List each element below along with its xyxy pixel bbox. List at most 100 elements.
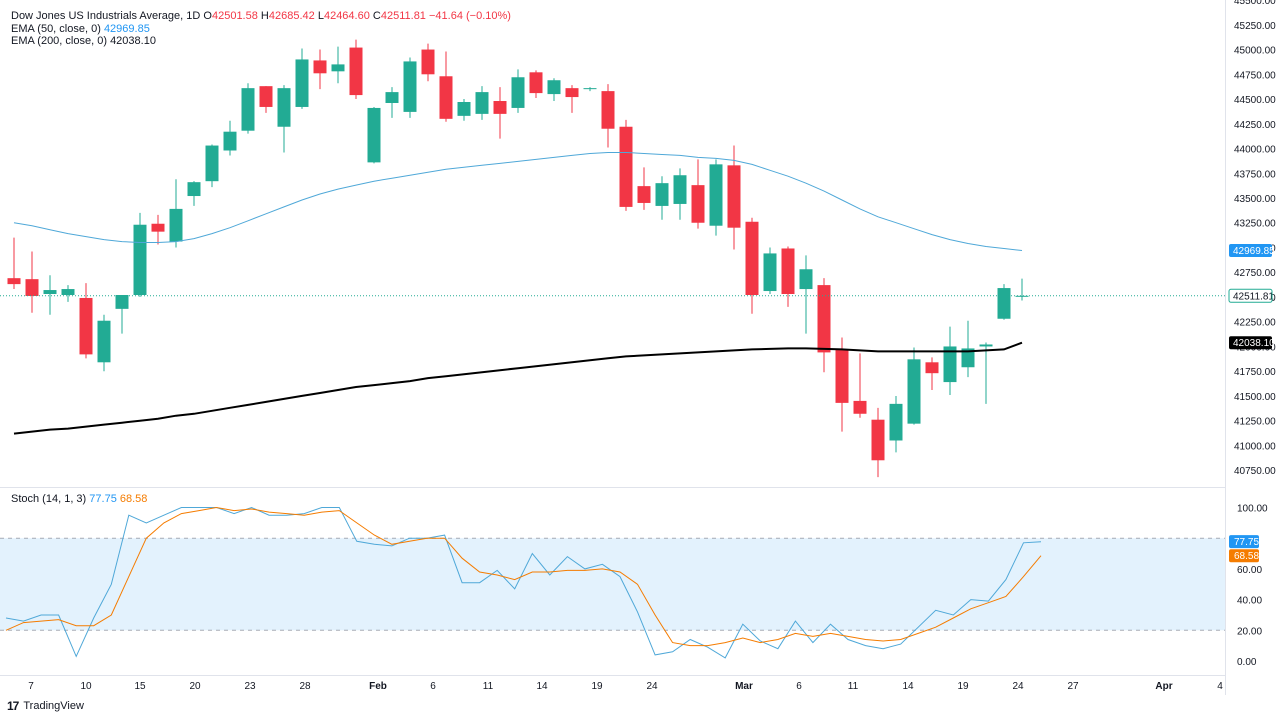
candle-body — [961, 348, 975, 368]
stoch-tick-label: 60.00 — [1237, 565, 1262, 576]
candle-body — [187, 182, 201, 197]
candle-body — [727, 165, 741, 228]
candle-body — [547, 80, 561, 95]
candle-body — [889, 403, 903, 441]
ema200-badge-bg — [1229, 336, 1272, 350]
candle-body — [7, 278, 21, 285]
tradingview-brand[interactable]: 17 TradingView — [7, 699, 84, 713]
time-tick-label: 7 — [28, 681, 34, 692]
candle-body — [61, 289, 75, 295]
candle-body — [493, 101, 507, 114]
time-tick-label: 24 — [646, 681, 658, 692]
candle-body — [457, 102, 471, 116]
time-tick-label: Feb — [369, 681, 387, 692]
time-tick-label: 24 — [1012, 681, 1024, 692]
ema50-badge-bg — [1229, 243, 1272, 257]
time-tick-label: 15 — [134, 681, 146, 692]
candle-body — [133, 224, 147, 295]
candle-body — [475, 92, 489, 114]
candle-body — [763, 253, 777, 292]
last-price-badge: 42511.81 — [1233, 291, 1274, 302]
stoch-label: Stoch (14, 1, 3) — [11, 493, 87, 505]
candle-body — [925, 362, 939, 374]
price-pane — [0, 0, 1226, 695]
candle-body — [1015, 295, 1029, 297]
high-value: 42685.42 — [268, 10, 315, 22]
price-tick-label: 45250.00 — [1234, 21, 1276, 32]
price-tick-label: 45500.00 — [1234, 0, 1276, 7]
candle-body — [835, 349, 849, 403]
ema200-label: EMA (200, close, 0) — [11, 35, 107, 47]
price-tick-label: 44500.00 — [1234, 95, 1276, 106]
main-legend: Dow Jones US Industrials Average, 1D O42… — [11, 10, 511, 23]
last-price-badge-bg — [1229, 289, 1272, 303]
stoch-tick-label: 100.00 — [1237, 504, 1268, 515]
price-tick-label: 41250.00 — [1234, 417, 1276, 428]
candle-body — [115, 294, 129, 309]
stoch-tick-label: 20.00 — [1237, 626, 1262, 637]
stochastic-pane — [0, 506, 1225, 659]
time-tick-label: 6 — [796, 681, 802, 692]
close-label: C — [372, 10, 381, 22]
price-tick-label: 41750.00 — [1234, 367, 1276, 378]
candle-body — [565, 88, 579, 98]
candle-body — [709, 164, 723, 226]
stoch-legend: Stoch (14, 1, 3) 77.75 68.58 — [11, 493, 147, 506]
candle-body — [673, 175, 687, 204]
price-axis: 40750.00 41000.00 41250.00 41500.00 41750.00… — [1228, 0, 1276, 668]
ema200-line — [13, 341, 1023, 435]
price-tick-label: 43750.00 — [1234, 169, 1276, 180]
stoch-d-line — [5, 506, 1042, 647]
candle-body — [691, 185, 705, 223]
candle-body — [799, 269, 813, 290]
ema50-legend: EMA (50, close, 0) 42969.85 — [11, 23, 150, 36]
ema200-legend: EMA (200, close, 0) 42038.10 — [11, 35, 156, 48]
ema50-value: 42969.85 — [103, 23, 150, 35]
candle-body — [637, 186, 651, 203]
candle-body — [421, 49, 435, 75]
candle-body — [313, 60, 327, 74]
low-label: L — [317, 10, 324, 22]
price-tick-label: 40750.00 — [1234, 466, 1276, 477]
time-tick-label: 6 — [430, 681, 436, 692]
candle-body — [223, 131, 237, 151]
symbol-title: Dow Jones US Industrials Average, 1D — [11, 10, 201, 22]
time-tick-label: 14 — [536, 681, 548, 692]
ema200-value: 42038.10 — [110, 35, 156, 47]
candle-body — [295, 59, 309, 107]
stoch-k-value: 77.75 — [89, 493, 117, 505]
price-tick-label: 44000.00 — [1234, 145, 1276, 156]
candle-body — [745, 221, 759, 295]
candle-body — [619, 126, 633, 207]
time-tick-label: 28 — [299, 681, 311, 692]
time-tick-label: 19 — [957, 681, 969, 692]
stoch-band — [0, 538, 1225, 631]
price-tick-label: 42750.00 — [1234, 268, 1276, 279]
stoch-d-badge-bg — [1229, 549, 1259, 563]
price-tick-label: 45000.00 — [1234, 46, 1276, 57]
time-tick-label: 10 — [80, 681, 92, 692]
candle-body — [781, 248, 795, 295]
price-tick-label: 44250.00 — [1234, 120, 1276, 131]
candle-body — [871, 419, 885, 461]
stoch-tick-label: 0.00 — [1237, 657, 1257, 668]
price-tick-label: 41000.00 — [1234, 441, 1276, 452]
candle-body — [403, 61, 417, 112]
candle-body — [817, 285, 831, 353]
time-tick-label: 23 — [244, 681, 256, 692]
stoch-k-line — [5, 506, 1042, 659]
candle-body — [169, 208, 183, 242]
close-value: 42511.81 — [380, 10, 426, 22]
ema50-line — [13, 152, 1023, 251]
stoch-d-value: 68.58 — [119, 493, 148, 505]
time-tick-label: Apr — [1155, 681, 1172, 692]
candle-body — [583, 88, 597, 90]
high-label: H — [260, 10, 269, 22]
price-tick-label: 44750.00 — [1234, 70, 1276, 81]
candle-body — [979, 344, 993, 347]
low-value: 42464.60 — [323, 10, 370, 22]
time-tick-label: 20 — [189, 681, 201, 692]
time-tick-label: 4 — [1217, 681, 1223, 692]
price-tick-label: 43250.00 — [1234, 219, 1276, 230]
